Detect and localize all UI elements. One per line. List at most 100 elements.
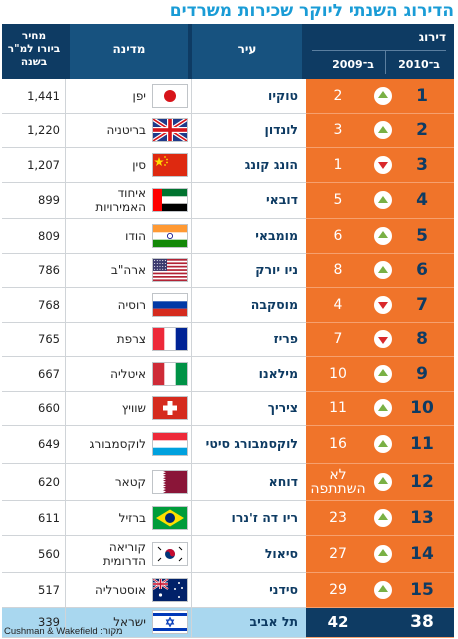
rank-2009: 42 — [327, 613, 349, 631]
rank-2010: 6 — [416, 260, 428, 281]
arrow-up-icon — [374, 261, 392, 280]
arrow-up-icon — [374, 226, 392, 245]
india-flag — [152, 223, 188, 248]
city-name: דוחא — [268, 473, 298, 489]
header-rank-2009: ב־2009 — [332, 58, 374, 71]
rank-2010: 9 — [416, 363, 428, 384]
rank-2010: 10 — [410, 398, 434, 419]
table-row: 11 16 לוקסמבורג סיטי לוקסמבורג 649 — [2, 426, 454, 464]
city-name: ריו דה ז'נרו — [231, 509, 298, 525]
rank-2009: 10 — [329, 365, 347, 382]
price-value: 649 — [38, 437, 60, 452]
japan-flag — [152, 83, 188, 108]
header-rank-label: דירוג — [418, 30, 446, 44]
price-value: 786 — [38, 263, 60, 278]
rank-2010: 2 — [416, 120, 428, 141]
table-row: 15 29 סידני אוסטרליה 517 — [2, 573, 454, 608]
table-row: 10 11 ציריך שוויץ 660 — [2, 391, 454, 426]
country-name: אוסטרליה — [95, 582, 146, 597]
rank-2010: 12 — [410, 471, 434, 492]
rank-2009: 3 — [333, 122, 343, 139]
source-note: מקור: Cushman & Wakefield — [4, 626, 123, 637]
country-name: שוויץ — [121, 401, 146, 416]
israel-flag — [152, 610, 188, 634]
italy-flag — [152, 361, 188, 386]
uae-flag — [152, 188, 188, 213]
rank-2009: 11 — [329, 400, 347, 417]
country-name: איטליה — [110, 366, 146, 381]
rank-2009: 1 — [333, 156, 343, 173]
arrow-up-icon — [374, 364, 392, 383]
arrow-up-icon — [374, 472, 392, 491]
table-row: 1 2 טוקיו יפן 1,441 — [2, 79, 454, 114]
table-row: 14 27 סיאול קוריאה הדרומית 560 — [2, 535, 454, 573]
table-row: 2 3 לונדון בריטניה 1,220 — [2, 113, 454, 148]
table-header: דירוג ב־2010 ב־2009 עיר מדינה מחיר ביורו… — [2, 24, 454, 79]
price-value: 611 — [38, 510, 60, 525]
city-name: הונג קונג — [244, 156, 298, 172]
rank-2009: 29 — [329, 581, 347, 598]
city-name: מומבאי — [255, 227, 298, 243]
table-row: 12 לא השתתפה דוחא קטאר 620 — [2, 463, 454, 501]
switzerland-flag — [152, 396, 188, 421]
header-price-line3: בשנה — [20, 56, 48, 68]
rank-2009: 5 — [333, 192, 343, 209]
price-value: 667 — [38, 366, 60, 381]
arrow-up-icon — [374, 435, 392, 454]
country-name: הודו — [125, 228, 146, 243]
arrow-down-icon — [374, 330, 392, 349]
header-price-line2: ביורו למ"ר — [7, 43, 61, 55]
table-row: 9 10 מילאנו איטליה 667 — [2, 357, 454, 392]
rank-2009: 4 — [333, 296, 343, 313]
header-country: מדינה — [70, 24, 188, 79]
country-name: קטאר — [114, 474, 146, 489]
city-name: ניו יורק — [255, 262, 298, 278]
ranking-table: דירוג ב־2010 ב־2009 עיר מדינה מחיר ביורו… — [2, 24, 454, 638]
rank-2010: 14 — [410, 543, 434, 564]
rank-2010: 7 — [416, 294, 428, 315]
rank-2009: 8 — [333, 262, 343, 279]
uk-flag — [152, 118, 188, 143]
city-name: טוקיו — [268, 87, 298, 103]
table-row: 3 1 הונג קונג סין 1,207 — [2, 148, 454, 183]
rank-2010: 11 — [410, 434, 434, 455]
header-rank-2010: ב־2010 — [398, 58, 440, 71]
price-value: 1,207 — [27, 157, 60, 172]
country-name: איחוד האמירויות — [95, 186, 146, 215]
city-name: מילאנו — [258, 365, 298, 381]
country-name: לוקסמבורג — [89, 437, 146, 452]
price-value: 339 — [38, 615, 60, 629]
rank-2009: 16 — [329, 436, 347, 453]
city-name: לוקסמבורג סיטי — [205, 436, 298, 452]
russia-flag — [152, 292, 188, 317]
arrow-up-icon — [374, 121, 392, 140]
header-city: עיר — [192, 24, 302, 79]
country-name: בריטניה — [106, 123, 146, 138]
table-row: 13 23 ריו דה ז'נרו ברזיל 611 — [2, 501, 454, 536]
price-value: 899 — [38, 193, 60, 208]
table-row: 5 6 מומבאי הודו 809 — [2, 219, 454, 254]
arrow-up-icon — [374, 544, 392, 563]
country-name: ארה"ב — [110, 263, 146, 278]
luxembourg-flag — [152, 432, 188, 457]
rank-2009: 2 — [333, 87, 343, 104]
country-name: ישראל — [113, 615, 146, 629]
price-value: 620 — [38, 474, 60, 489]
city-name: לונדון — [264, 122, 298, 138]
price-value: 765 — [38, 332, 60, 347]
arrow-up-icon — [374, 86, 392, 105]
table-body: 1 2 טוקיו יפן 1,441 2 3 לונדון בריטניה 1… — [2, 79, 454, 638]
rank-2009: 7 — [333, 331, 343, 348]
table-row: 7 4 מוסקבה רוסיה 768 — [2, 288, 454, 323]
france-flag — [152, 327, 188, 352]
header-rank: דירוג ב־2010 ב־2009 — [306, 24, 454, 79]
price-value: 660 — [38, 401, 60, 416]
rank-2010: 13 — [410, 507, 434, 528]
price-value: 768 — [38, 297, 60, 312]
qatar-flag — [152, 469, 188, 494]
price-value: 1,441 — [27, 88, 60, 103]
arrow-up-icon — [374, 191, 392, 210]
country-name: צרפת — [116, 332, 146, 347]
country-name: יפן — [132, 88, 146, 103]
city-name: סידני — [269, 581, 298, 597]
